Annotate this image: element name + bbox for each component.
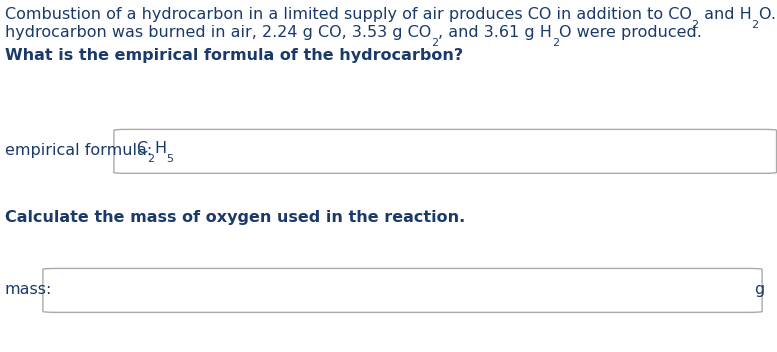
Text: empirical formula:: empirical formula: [5,143,152,158]
Text: Calculate the mass of oxygen used in the reaction.: Calculate the mass of oxygen used in the… [5,210,465,225]
Text: 5: 5 [166,154,173,164]
Text: What is the empirical formula of the hydrocarbon?: What is the empirical formula of the hyd… [5,48,463,63]
Text: C: C [136,142,147,157]
Text: H: H [154,142,166,157]
Text: 2: 2 [751,20,758,30]
Text: 2: 2 [147,154,154,164]
Text: 2: 2 [692,20,699,30]
Text: , and 3.61 g H: , and 3.61 g H [438,25,552,40]
FancyBboxPatch shape [43,269,762,312]
Text: O. When 2.33 g of a particular: O. When 2.33 g of a particular [758,7,777,23]
Text: 2: 2 [431,38,438,48]
FancyBboxPatch shape [114,130,776,173]
Text: O were produced.: O were produced. [559,25,702,40]
Text: Combustion of a hydrocarbon in a limited supply of air produces CO in addition t: Combustion of a hydrocarbon in a limited… [5,7,692,23]
Text: 2: 2 [552,38,559,48]
Text: g: g [754,282,765,297]
Text: and H: and H [699,7,751,23]
Text: mass:: mass: [5,282,52,297]
Text: hydrocarbon was burned in air, 2.24 g CO, 3.53 g CO: hydrocarbon was burned in air, 2.24 g CO… [5,25,431,40]
